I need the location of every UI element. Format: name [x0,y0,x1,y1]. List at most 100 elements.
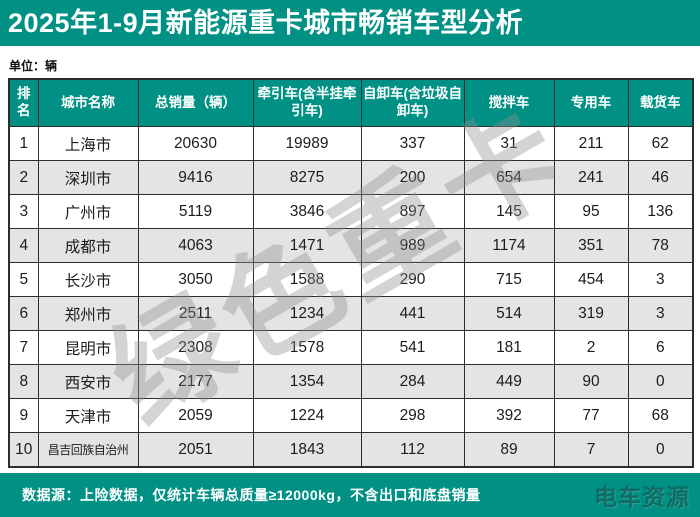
rank-cell: 7 [8,330,39,365]
value-cell: 112 [360,432,465,468]
value-cell: 2308 [137,330,254,365]
rank-cell: 9 [8,398,39,433]
value-cell: 290 [360,262,465,297]
value-cell: 2059 [137,398,254,433]
value-cell: 1578 [252,330,362,365]
table-row: 7 昆明市 2308 1578 541 181 2 6 [8,330,694,365]
value-cell: 145 [463,194,555,229]
table-row: 8 西安市 2177 1354 284 449 90 0 [8,364,694,399]
column-header: 排名 [8,78,39,127]
value-cell: 337 [360,126,465,161]
value-cell: 1354 [252,364,362,399]
rank-cell: 4 [8,228,39,263]
page-title: 2025年1-9月新能源重卡城市畅销车型分析 [8,7,524,38]
city-cell: 天津市 [37,398,139,433]
footer-data-source-note: 数据源：上险数据，仅统计车辆总质量≥12000kg，不含出口和底盘销量 [22,487,481,503]
rank-cell: 8 [8,364,39,399]
value-cell: 78 [627,228,694,263]
table-header: 排名 城市名称 总销量（辆） 牵引车(含半挂牵引车) 自卸车(含垃圾自卸车) 搅拌车 专用车… [8,78,694,127]
value-cell: 7 [553,432,629,468]
value-cell: 3050 [137,262,254,297]
rank-cell: 2 [8,160,39,195]
value-cell: 1471 [252,228,362,263]
footer-bar: 数据源：上险数据，仅统计车辆总质量≥12000kg，不含出口和底盘销量 电车资源 [0,473,700,517]
table-row: 6 郑州市 2511 1234 441 514 319 3 [8,296,694,331]
table-row: 4 成都市 4063 1471 989 1174 351 78 [8,228,694,263]
unit-label: 单位：辆 [9,59,58,73]
city-cell: 郑州市 [37,296,139,331]
city-cell: 昌吉回族自治州 [37,432,139,468]
value-cell: 284 [360,364,465,399]
value-cell: 3 [627,296,694,331]
column-header: 总销量（辆） [137,78,254,127]
value-cell: 211 [553,126,629,161]
value-cell: 1588 [252,262,362,297]
value-cell: 19989 [252,126,362,161]
city-cell: 长沙市 [37,262,139,297]
rank-cell: 3 [8,194,39,229]
value-cell: 241 [553,160,629,195]
table-row: 5 长沙市 3050 1588 290 715 454 3 [8,262,694,297]
city-cell: 深圳市 [37,160,139,195]
brand-logo: 电车资源 [594,484,690,510]
value-cell: 3846 [252,194,362,229]
value-cell: 1843 [252,432,362,468]
value-cell: 0 [627,432,694,468]
value-cell: 454 [553,262,629,297]
table-body: 1 上海市 20630 19989 337 31 211 62 2 深圳市 9416 8275 200 6… [8,126,694,468]
value-cell: 90 [553,364,629,399]
rank-cell: 6 [8,296,39,331]
value-cell: 200 [360,160,465,195]
column-header: 专用车 [553,78,629,127]
value-cell: 136 [627,194,694,229]
value-cell: 181 [463,330,555,365]
value-cell: 3 [627,262,694,297]
rank-cell: 5 [8,262,39,297]
column-header: 搅拌车 [463,78,555,127]
value-cell: 654 [463,160,555,195]
sales-table: 排名 城市名称 总销量（辆） 牵引车(含半挂牵引车) 自卸车(含垃圾自卸车) 搅拌车 专用车… [8,78,694,468]
column-header: 城市名称 [37,78,139,127]
table-row: 1 上海市 20630 19989 337 31 211 62 [8,126,694,161]
value-cell: 2511 [137,296,254,331]
rank-cell: 1 [8,126,39,161]
value-cell: 6 [627,330,694,365]
value-cell: 4063 [137,228,254,263]
value-cell: 2 [553,330,629,365]
value-cell: 5119 [137,194,254,229]
value-cell: 441 [360,296,465,331]
value-cell: 20630 [137,126,254,161]
table-header-row: 排名 城市名称 总销量（辆） 牵引车(含半挂牵引车) 自卸车(含垃圾自卸车) 搅拌车 专用车… [8,78,694,127]
table-row: 10 昌吉回族自治州 2051 1843 112 89 7 0 [8,432,694,468]
value-cell: 1224 [252,398,362,433]
city-cell: 昆明市 [37,330,139,365]
title-bar: 2025年1-9月新能源重卡城市畅销车型分析 [0,0,700,46]
city-cell: 西安市 [37,364,139,399]
value-cell: 46 [627,160,694,195]
value-cell: 541 [360,330,465,365]
value-cell: 31 [463,126,555,161]
value-cell: 298 [360,398,465,433]
value-cell: 9416 [137,160,254,195]
city-cell: 上海市 [37,126,139,161]
value-cell: 1174 [463,228,555,263]
table-row: 9 天津市 2059 1224 298 392 77 68 [8,398,694,433]
rank-cell: 10 [8,432,39,468]
value-cell: 989 [360,228,465,263]
value-cell: 62 [627,126,694,161]
value-cell: 0 [627,364,694,399]
value-cell: 68 [627,398,694,433]
column-header: 牵引车(含半挂牵引车) [252,78,362,127]
value-cell: 392 [463,398,555,433]
value-cell: 897 [360,194,465,229]
value-cell: 77 [553,398,629,433]
table-row: 2 深圳市 9416 8275 200 654 241 46 [8,160,694,195]
value-cell: 95 [553,194,629,229]
city-cell: 成都市 [37,228,139,263]
value-cell: 1234 [252,296,362,331]
city-cell: 广州市 [37,194,139,229]
value-cell: 449 [463,364,555,399]
value-cell: 351 [553,228,629,263]
value-cell: 8275 [252,160,362,195]
